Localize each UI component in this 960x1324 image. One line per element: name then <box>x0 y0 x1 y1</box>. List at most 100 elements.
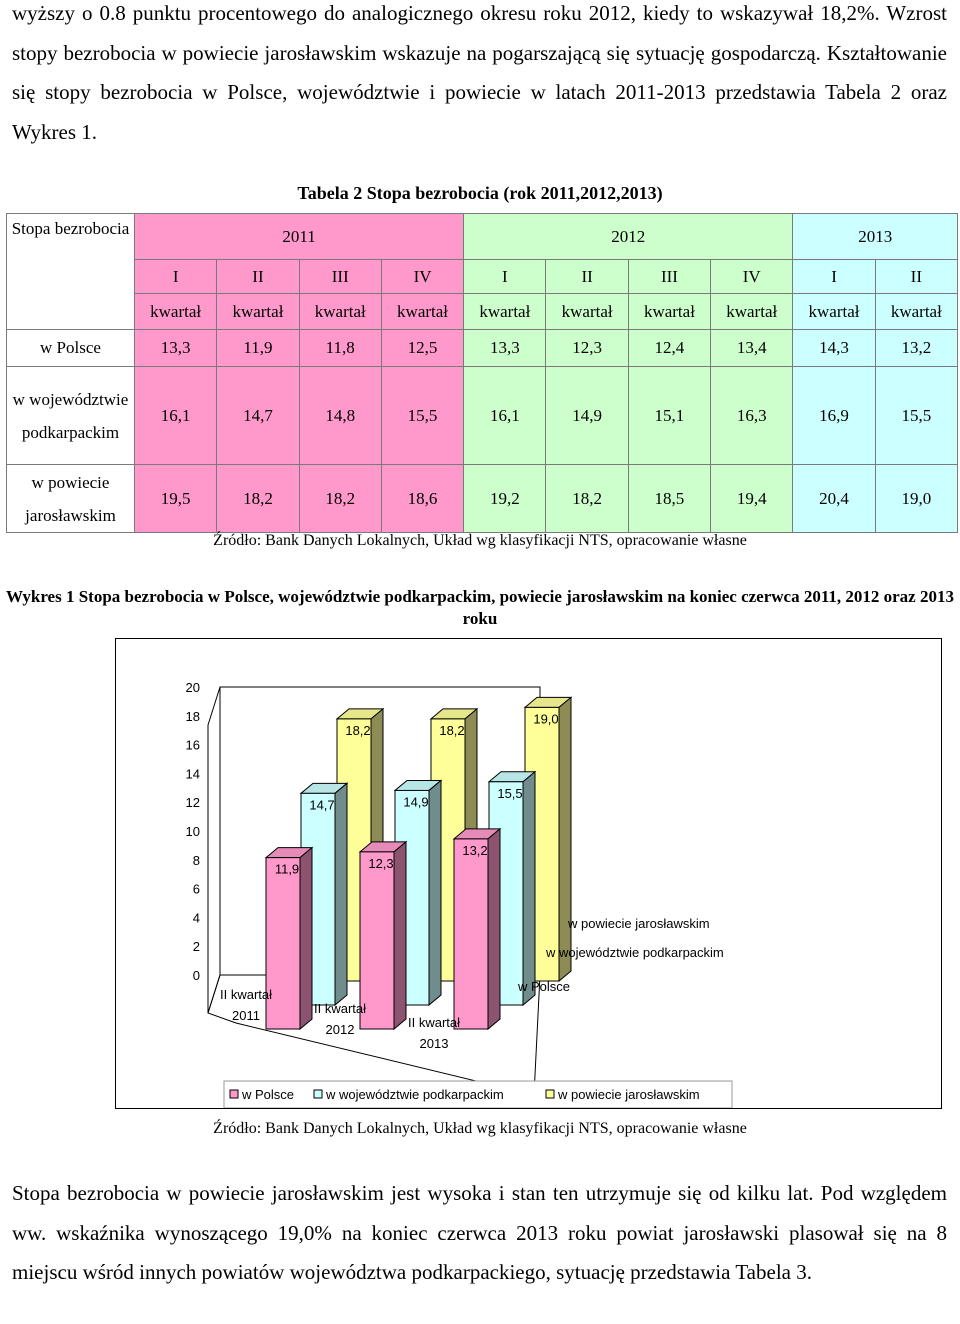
year-2013-header: 2013 <box>792 213 958 260</box>
legend-swatch <box>313 1089 323 1099</box>
table-cell: 16,1 <box>463 366 547 465</box>
quarter-unit: kwartał <box>627 293 712 330</box>
table-source: Źródło: Bank Danych Lokalnych, Układ wg … <box>213 532 747 549</box>
table-cell: 16,1 <box>133 366 218 465</box>
y-tick-label: 4 <box>193 910 200 925</box>
y-tick-label: 16 <box>186 738 200 753</box>
table-caption: Tabela 2 Stopa bezrobocia (rok 2011,2012… <box>297 183 663 203</box>
quarter-unit: kwartał <box>216 293 300 330</box>
bar-side <box>487 827 501 1031</box>
quarter-header: III <box>298 259 382 294</box>
row-label: w powiecie jarosławskim <box>6 464 135 533</box>
year-2011-header: 2011 <box>133 213 465 260</box>
quarter-header: II <box>545 259 629 294</box>
chart-frame: 0 2 4 6 8 10 12 14 16 18 20 18,2 18,2 19,0 14,7 14,9 15,… <box>115 638 942 1109</box>
table-cell: 18,6 <box>380 464 465 533</box>
category-label: 2013 <box>420 1036 449 1051</box>
bar <box>359 851 395 1030</box>
row-label: w Polsce <box>6 329 135 367</box>
bar <box>265 857 301 1030</box>
year-2012-header: 2012 <box>463 213 794 260</box>
table-cell: 15,5 <box>874 366 959 465</box>
chart-caption: Wykres 1 Stopa bezrobocia w Polsce, woje… <box>6 587 954 628</box>
legend-swatch <box>545 1089 555 1099</box>
corner-label-text: Stopa bezrobocia <box>11 219 130 238</box>
table-cell: 19,0 <box>874 464 959 533</box>
closing-paragraph: Stopa bezrobocia w powiecie jarosławskim… <box>12 1181 947 1284</box>
table-cell: 12,5 <box>380 329 465 367</box>
unemployment-table: Stopa bezrobocia 2011 2012 2013 I II III… <box>6 213 959 533</box>
legend-label: w Polsce <box>241 1087 294 1102</box>
table-cell: 14,9 <box>545 366 629 465</box>
category-label: 2011 <box>232 1008 260 1023</box>
y-tick-label: 8 <box>193 853 200 868</box>
quarter-header: IV <box>380 259 465 294</box>
quarter-unit: kwartał <box>710 293 794 330</box>
bar-side <box>522 770 536 1007</box>
table-cell: 18,2 <box>298 464 382 533</box>
quarter-header: II <box>216 259 300 294</box>
table-cell: 16,9 <box>792 366 876 465</box>
quarter-unit: kwartał <box>545 293 629 330</box>
data-label: 14,9 <box>403 794 428 809</box>
table-cell: 19,4 <box>710 464 794 533</box>
quarter-header: IV <box>710 259 794 294</box>
bar-side <box>393 840 407 1031</box>
quarter-unit: kwartał <box>874 293 959 330</box>
bar-chart: 0 2 4 6 8 10 12 14 16 18 20 18,2 18,2 19,0 14,7 14,9 15,… <box>186 680 733 1109</box>
table-cell: 11,8 <box>298 329 382 367</box>
y-tick-label: 14 <box>186 766 200 781</box>
table-cell: 16,3 <box>710 366 794 465</box>
table-cell: 11,9 <box>216 329 300 367</box>
table-row: w powiecie jarosławskim 19,5 18,2 18,2 1… <box>6 464 959 533</box>
quarter-unit: kwartał <box>133 293 218 330</box>
data-label: 18,2 <box>345 723 370 738</box>
table-cell: 14,3 <box>792 329 876 367</box>
table-cell: 15,5 <box>380 366 465 465</box>
table-cell: 19,5 <box>133 464 218 533</box>
category-label: II kwartał <box>220 987 272 1002</box>
data-label: 14,7 <box>309 797 334 812</box>
series-depth-label: w województwie podkarpackim <box>545 945 724 960</box>
table-cell: 18,2 <box>545 464 629 533</box>
data-label: 13,2 <box>462 843 487 858</box>
y-tick-label: 2 <box>193 939 200 954</box>
table-cell: 14,8 <box>298 366 382 465</box>
table-cell: 13,3 <box>133 329 218 367</box>
data-label: 15,5 <box>497 786 522 801</box>
legend-box <box>223 1080 733 1109</box>
series-depth-label: w Polsce <box>517 979 570 994</box>
quarter-unit: kwartał <box>380 293 465 330</box>
bar-side <box>428 779 442 1007</box>
bar <box>453 838 489 1030</box>
data-label: 11,9 <box>275 862 299 877</box>
table-cell: 12,4 <box>627 329 712 367</box>
quarter-unit: kwartał <box>792 293 876 330</box>
data-label: 19,0 <box>533 711 558 726</box>
y-tick-label: 0 <box>193 968 200 983</box>
chart-floor <box>207 974 541 1096</box>
table-cell: 15,1 <box>627 366 712 465</box>
quarter-header: I <box>792 259 876 294</box>
legend-swatch <box>229 1089 239 1099</box>
row-label: w województwie podkarpackim <box>6 366 135 465</box>
y-tick-label: 18 <box>186 709 200 724</box>
y-tick-label: 6 <box>193 882 200 897</box>
table-cell: 12,3 <box>545 329 629 367</box>
quarter-header: II <box>874 259 959 294</box>
y-tick-label: 10 <box>186 824 200 839</box>
bar-side <box>558 696 572 983</box>
bar-side <box>334 782 348 1007</box>
legend-label: w województwie podkarpackim <box>325 1087 504 1102</box>
category-label: II kwartał <box>314 1001 366 1016</box>
table-cell: 13,4 <box>710 329 794 367</box>
legend-label: w powiecie jarosławskim <box>557 1087 700 1102</box>
table-cell: 13,2 <box>874 329 959 367</box>
table-row: w województwie podkarpackim 16,1 14,7 14… <box>6 366 959 465</box>
series-depth-label: w powiecie jarosławskim <box>567 916 710 931</box>
intro-paragraph: wyższy o 0.8 punktu procentowego do anal… <box>12 1 947 144</box>
table-cell: 13,3 <box>463 329 547 367</box>
data-label: 18,2 <box>439 723 464 738</box>
chart-left-wall <box>207 686 221 1014</box>
quarter-header: III <box>627 259 712 294</box>
